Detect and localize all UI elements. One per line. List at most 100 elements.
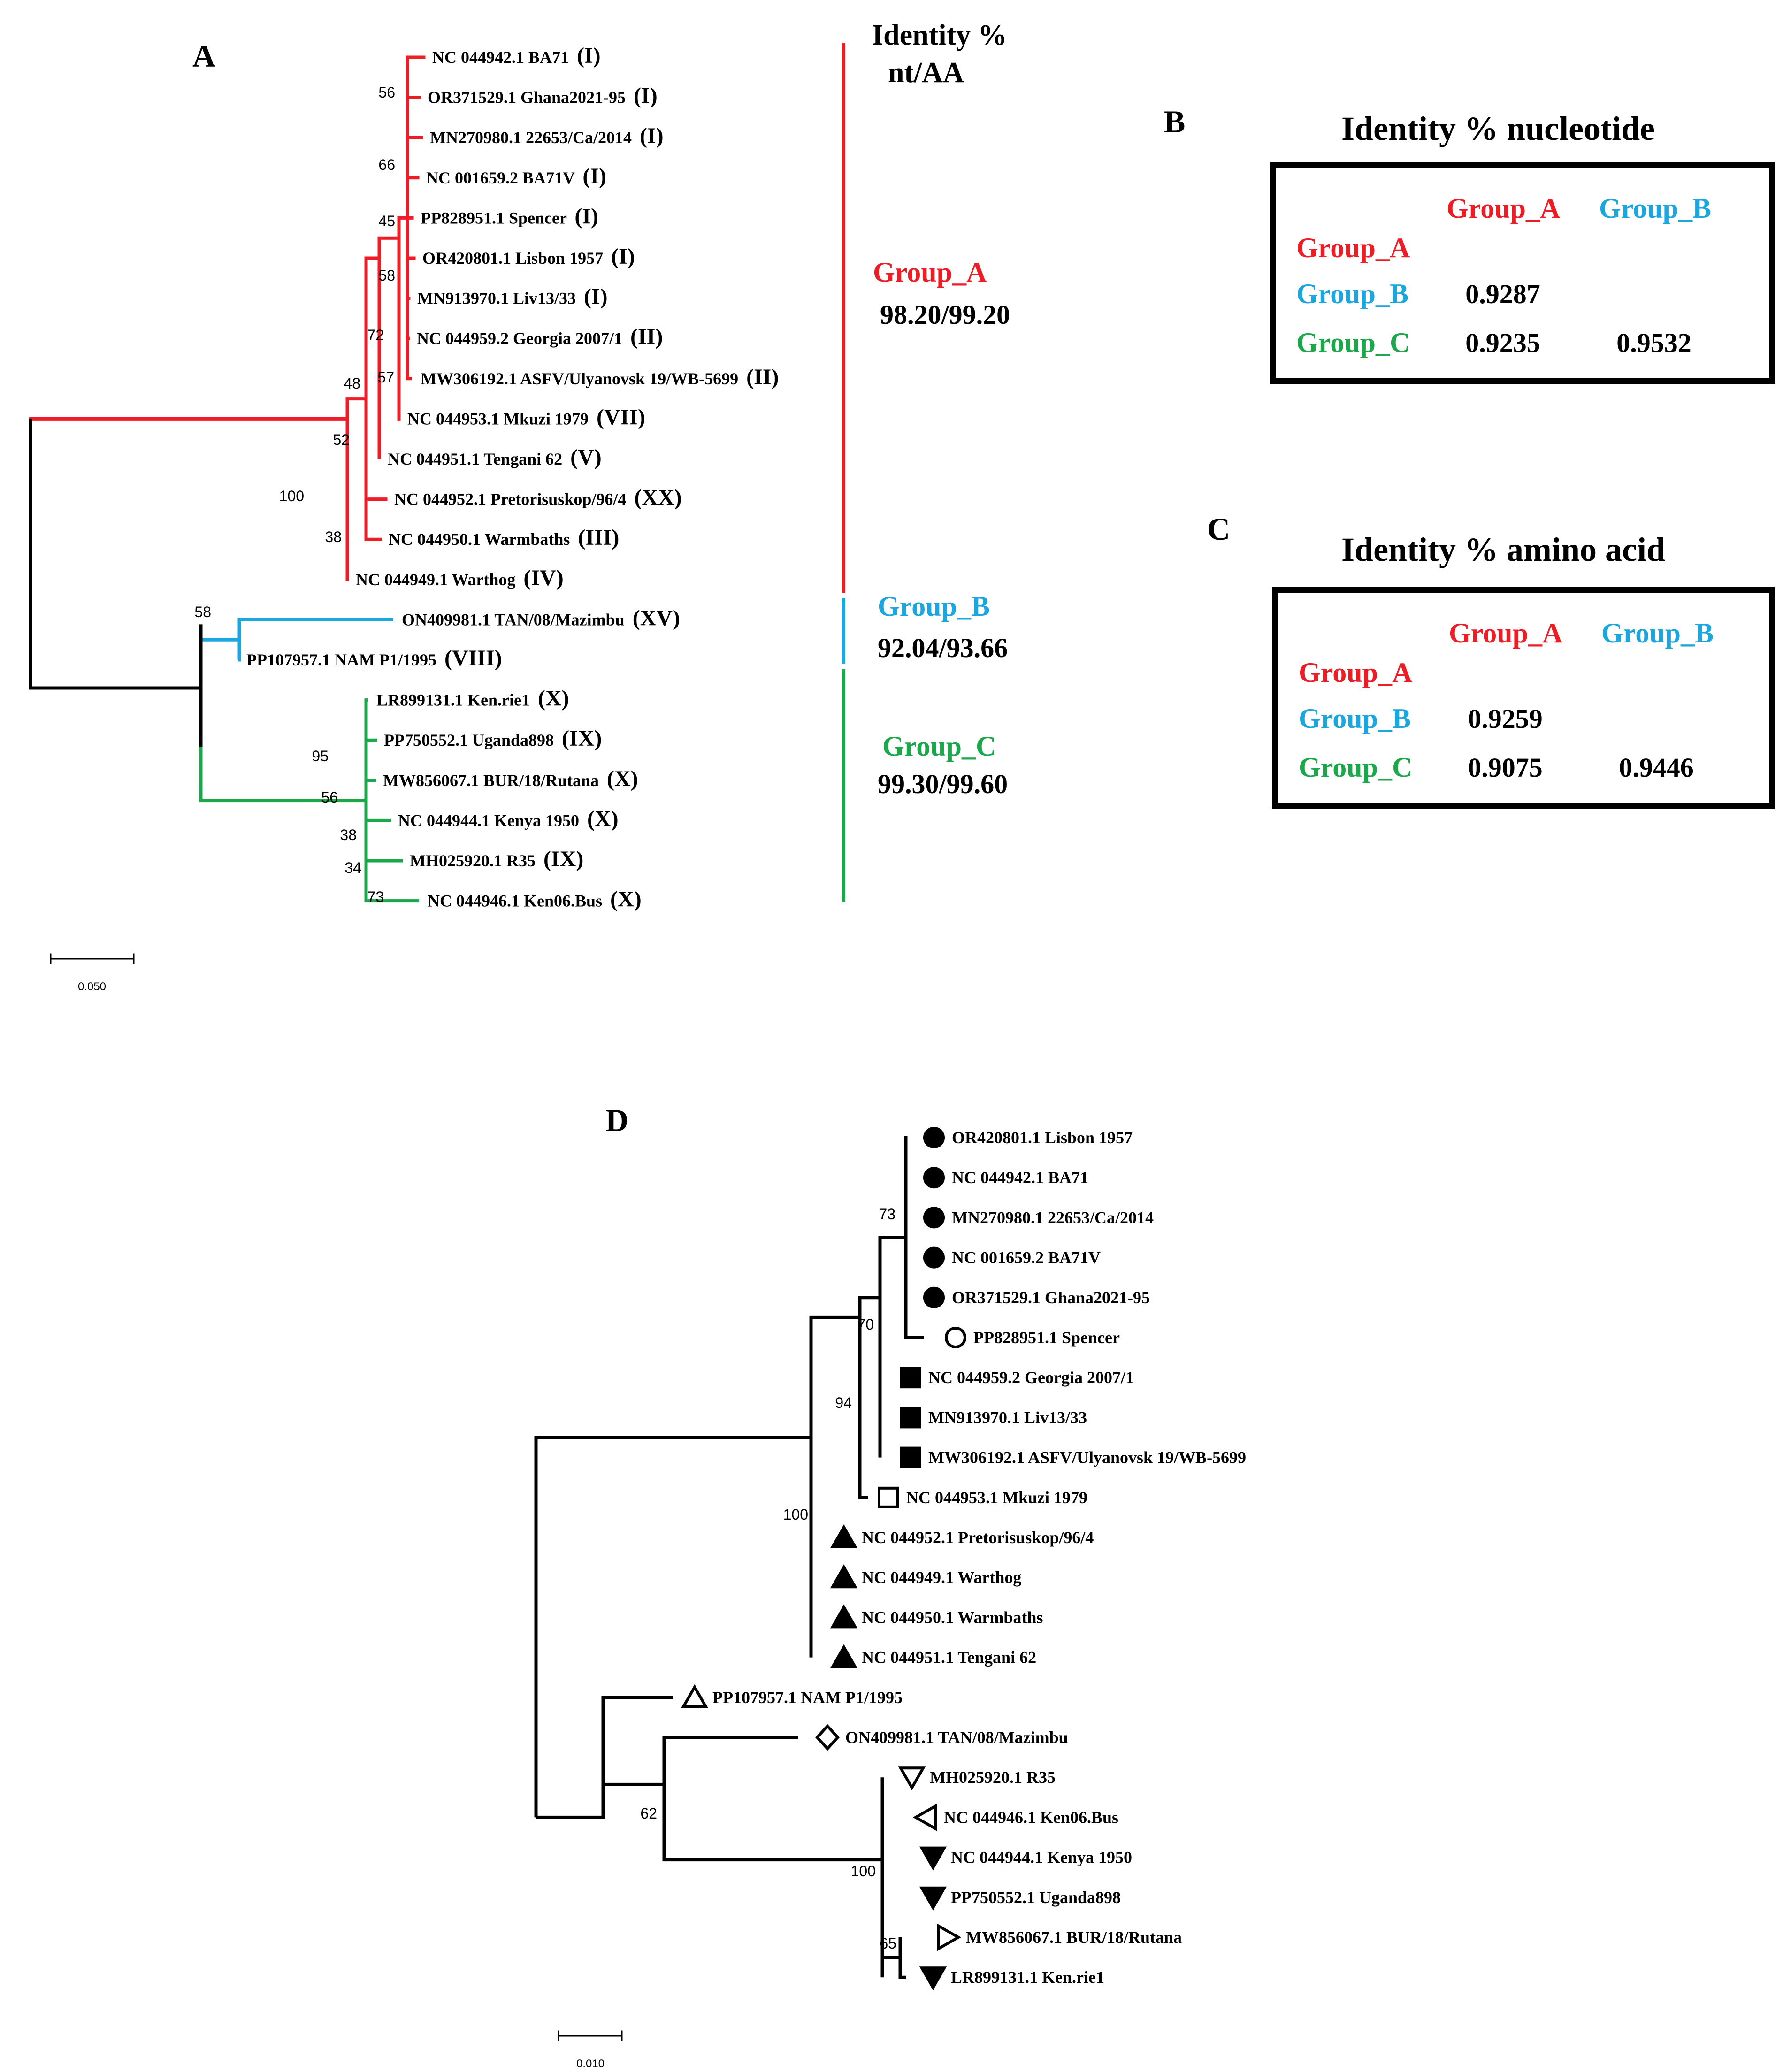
panel-d-taxon-label: MW856067.1 BUR/18/Rutana — [966, 1928, 1182, 1947]
panel-d-taxon-label: PP750552.1 Uganda898 — [951, 1888, 1121, 1907]
panel-d-marker-filled-triangle-up-10 — [830, 1524, 858, 1548]
panel-d-marker-filled-square-8 — [900, 1446, 921, 1468]
panel-a-root-black — [29, 419, 203, 690]
panel-a-taxon-name: MH025920.1 — [410, 851, 506, 870]
panel-a-taxon-label: MN913970.1 Liv13/33 (I) — [417, 284, 608, 309]
panel-d-marker-open-triangle-down-16 — [898, 1766, 926, 1791]
panel-b-cell-value: 0.9235 — [1465, 328, 1540, 358]
panel-a-taxon-strain: Kenya 1950 — [494, 811, 583, 830]
panel-d-taxon-label: NC 044942.1 BA71 — [952, 1168, 1088, 1187]
panel-a-taxon-label: NC 001659.2 BA71V (I) — [426, 164, 606, 189]
panel-b-cell-value: 0.9532 — [1616, 328, 1692, 358]
panel-a-taxon-genotype: (X) — [587, 806, 619, 831]
panel-a-bootstrap-value: 56 — [321, 789, 338, 806]
panel-a-taxon-genotype: (X) — [538, 686, 569, 711]
panel-d-marker-open-triangle-up-14 — [681, 1684, 709, 1708]
identity-header-line1: Identity % — [872, 19, 1007, 51]
panel-a-taxon-strain: Spencer — [509, 208, 571, 227]
panel-b-title: Identity % nucleotide — [1341, 110, 1655, 147]
panel-a-taxon-strain: Ken.rie1 — [467, 691, 534, 710]
panel-a-taxon-strain: BA71 — [528, 48, 573, 67]
panel-d-taxon-label: MN913970.1 Liv13/33 — [928, 1408, 1087, 1427]
group-b-label: Group_B — [878, 591, 990, 622]
panel-a-taxon-strain: Warmbaths — [484, 530, 574, 549]
panel-a-taxon-label: NC 044952.1 Pretorisuskop/96/4 (XX) — [394, 485, 682, 510]
panel-d-marker-open-square-9 — [878, 1486, 899, 1508]
panel-a-taxon-strain: Ken06.Bus — [524, 892, 606, 910]
panel-a-taxon-label: PP107957.1 NAM P1/1995 (VIII) — [246, 646, 502, 671]
panel-a-taxon-strain: Liv13/33 — [513, 289, 580, 308]
panel-a-taxon-name: NC 044952.1 — [394, 490, 490, 509]
panel-d-branch-node-62 — [662, 1737, 882, 1862]
panel-c-label: C — [1207, 511, 1230, 547]
panel-a-taxon-genotype: (I) — [574, 204, 598, 229]
panel-a-bootstrap-value: 38 — [325, 528, 342, 545]
panel-a-taxon-name: NC 044959.2 — [417, 329, 513, 348]
panel-c-col-header: Group_A — [1449, 618, 1562, 649]
panel-b-row-header: Group_C — [1296, 327, 1410, 358]
panel-d-marker-filled-triangle-up-12 — [830, 1604, 858, 1629]
panel-d-taxon-label: OR371529.1 Ghana2021-95 — [952, 1288, 1150, 1307]
panel-d-marker-filled-circle-4 — [923, 1286, 945, 1308]
panel-a-branch-groupc-stem — [199, 747, 366, 803]
panel-a-bootstrap-value: 58 — [194, 604, 211, 620]
panel-a-taxon-genotype: (II) — [630, 324, 663, 349]
panel-a-bootstrap-value: 38 — [340, 826, 357, 843]
panel-b-frame — [1270, 162, 1775, 384]
panel-a-taxon-name: NC 044942.1 — [432, 48, 528, 67]
panel-a-taxon-label: NC 044946.1 Ken06.Bus (X) — [428, 887, 642, 912]
panel-d-marker-filled-triangle-down-21 — [919, 1966, 947, 1991]
group-a-identity: 98.20/99.20 — [880, 299, 1010, 330]
panel-d-taxon-label: LR899131.1 Ken.rie1 — [951, 1968, 1104, 1987]
panel-b-row-header: Group_A — [1296, 232, 1410, 263]
panel-a-taxon-label: NC 044944.1 Kenya 1950 (X) — [398, 806, 619, 831]
panel-d-taxon-label: NC 044944.1 Kenya 1950 — [951, 1848, 1132, 1867]
panel-d-taxon-label: NC 044949.1 Warthog — [862, 1568, 1021, 1587]
panel-b-cell-value: 0.9287 — [1465, 279, 1540, 309]
panel-d-taxon-label: OR420801.1 Lisbon 1957 — [952, 1128, 1133, 1147]
panel-a-taxon-genotype: (IX) — [543, 847, 583, 872]
panel-a-taxon-genotype: (I) — [582, 164, 606, 189]
panel-d-marker-filled-square-6 — [900, 1367, 921, 1389]
panel-d-bootstrap-value: 70 — [857, 1316, 874, 1333]
panel-a-taxon-strain: ASFV/Ulyanovsk 19/WB-5699 — [520, 369, 742, 388]
panel-d-bootstrap-value: 73 — [879, 1206, 896, 1223]
identity-header-line2: nt/AA — [888, 57, 964, 89]
panel-a-taxon-strain: Pretorisuskop/96/4 — [490, 490, 630, 509]
group-b-identity: 92.04/93.66 — [878, 633, 1008, 663]
panel-d-taxon-label: NC 044951.1 Tengani 62 — [862, 1648, 1036, 1667]
panel-a-taxon-label: MW306192.1 ASFV/Ulyanovsk 19/WB-5699 (II… — [421, 365, 779, 390]
panel-d-branch-node-65 — [898, 1937, 906, 1979]
panel-a-taxon-genotype: (XX) — [634, 485, 681, 510]
panel-d-taxon-label: NC 044952.1 Pretorisuskop/96/4 — [862, 1528, 1094, 1547]
panel-a-taxon-strain: Mkuzi 1979 — [504, 409, 593, 428]
panel-a-taxon-name: NC 044949.1 — [356, 570, 452, 589]
panel-a-taxon-name: MW856067.1 — [383, 771, 483, 790]
panel-d-bootstrap-value: 62 — [640, 1805, 657, 1822]
panel-a-branch-node-72 — [397, 216, 407, 419]
panel-a-bootstrap-value: 100 — [279, 488, 304, 505]
panel-b-label: B — [1164, 104, 1185, 139]
panel-b-col-header: Group_B — [1599, 193, 1711, 224]
panel-d-scale-label: 0.010 — [576, 2057, 605, 2070]
panel-a-root-red — [29, 417, 347, 660]
panel-d-marker-filled-triangle-down-18 — [919, 1846, 947, 1871]
panel-d-taxon-label: MW306192.1 ASFV/Ulyanovsk 19/WB-5699 — [928, 1448, 1246, 1467]
panel-a-taxon-strain: 22653/Ca/2014 — [526, 128, 636, 147]
panel-a-taxon-label: NC 044950.1 Warmbaths (III) — [389, 525, 619, 550]
panel-a-taxon-label: OR420801.1 Lisbon 1957 (I) — [422, 244, 635, 269]
panel-a-taxon-genotype: (I) — [634, 84, 658, 108]
panel-a-taxon-label: MN270980.1 22653/Ca/2014 (I) — [430, 123, 664, 148]
panel-a-taxon-name: MN270980.1 — [430, 128, 526, 147]
panel-a-taxon-genotype: (X) — [607, 766, 638, 791]
panel-a-taxon-name: ON409981.1 — [402, 610, 494, 629]
panel-a-taxon-label: MH025920.1 R35 (IX) — [410, 847, 583, 872]
panel-a-bootstrap-value: 56 — [378, 84, 395, 101]
panel-d-taxon-label: NC 044946.1 Ken06.Bus — [944, 1808, 1118, 1827]
panel-a-taxon-genotype: (IX) — [562, 726, 602, 751]
group-c-label: Group_C — [882, 731, 996, 762]
panel-a-branch-node-100 — [345, 397, 366, 580]
panel-a-taxon-genotype: (VIII) — [444, 646, 502, 671]
panel-d-taxon-label: NC 044953.1 Mkuzi 1979 — [906, 1488, 1087, 1507]
